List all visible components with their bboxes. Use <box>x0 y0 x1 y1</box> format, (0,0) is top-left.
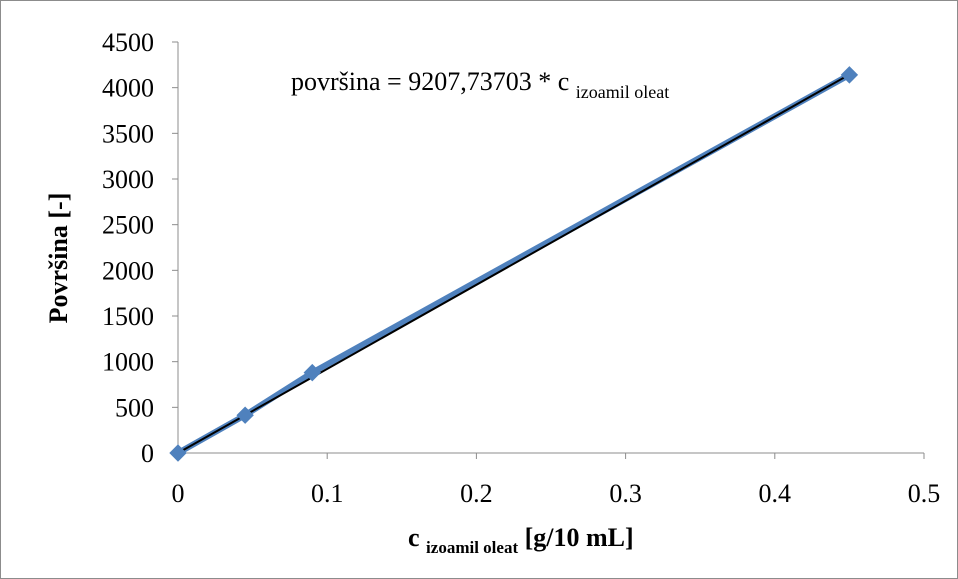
y-tick-label: 2000 <box>102 256 154 285</box>
x-tick-label: 0 <box>172 479 185 508</box>
x-tick-labels: 0 0.1 0.2 0.3 0.4 0.5 <box>172 479 941 508</box>
y-tick-label: 2500 <box>102 211 154 240</box>
trendline-equation: površina = 9207,73703 * c izoamil oleat <box>291 67 669 102</box>
data-point-marker <box>169 444 187 462</box>
axes <box>172 41 925 459</box>
y-tick-label: 1000 <box>102 348 154 377</box>
trendline-group <box>169 66 859 462</box>
x-tick-label: 0.1 <box>311 479 344 508</box>
trendline <box>177 73 850 454</box>
data-point-marker <box>236 406 254 424</box>
data-point-marker <box>840 66 859 84</box>
y-tick-label: 4000 <box>102 74 154 103</box>
x-tick-label: 0.2 <box>460 479 493 508</box>
x-tick-label: 0.3 <box>609 479 642 508</box>
y-tick-label: 3500 <box>102 119 154 148</box>
y-tick-label: 500 <box>115 393 154 422</box>
y-tick-label: 0 <box>141 439 154 468</box>
data-point-marker <box>303 363 321 382</box>
x-axis-title: c izoamil oleat [g/10 mL] <box>408 523 634 557</box>
x-tick-label: 0.4 <box>759 479 792 508</box>
y-axis-title: Površina [-] <box>44 193 73 324</box>
y-tick-labels: 0 500 1000 1500 2000 2500 3000 3500 4000 4500 <box>102 28 154 468</box>
y-tick-label: 3000 <box>102 165 154 194</box>
y-tick-label: 1500 <box>102 302 154 331</box>
x-tick-label: 0.5 <box>908 479 941 508</box>
y-tick-label: 4500 <box>102 28 154 57</box>
